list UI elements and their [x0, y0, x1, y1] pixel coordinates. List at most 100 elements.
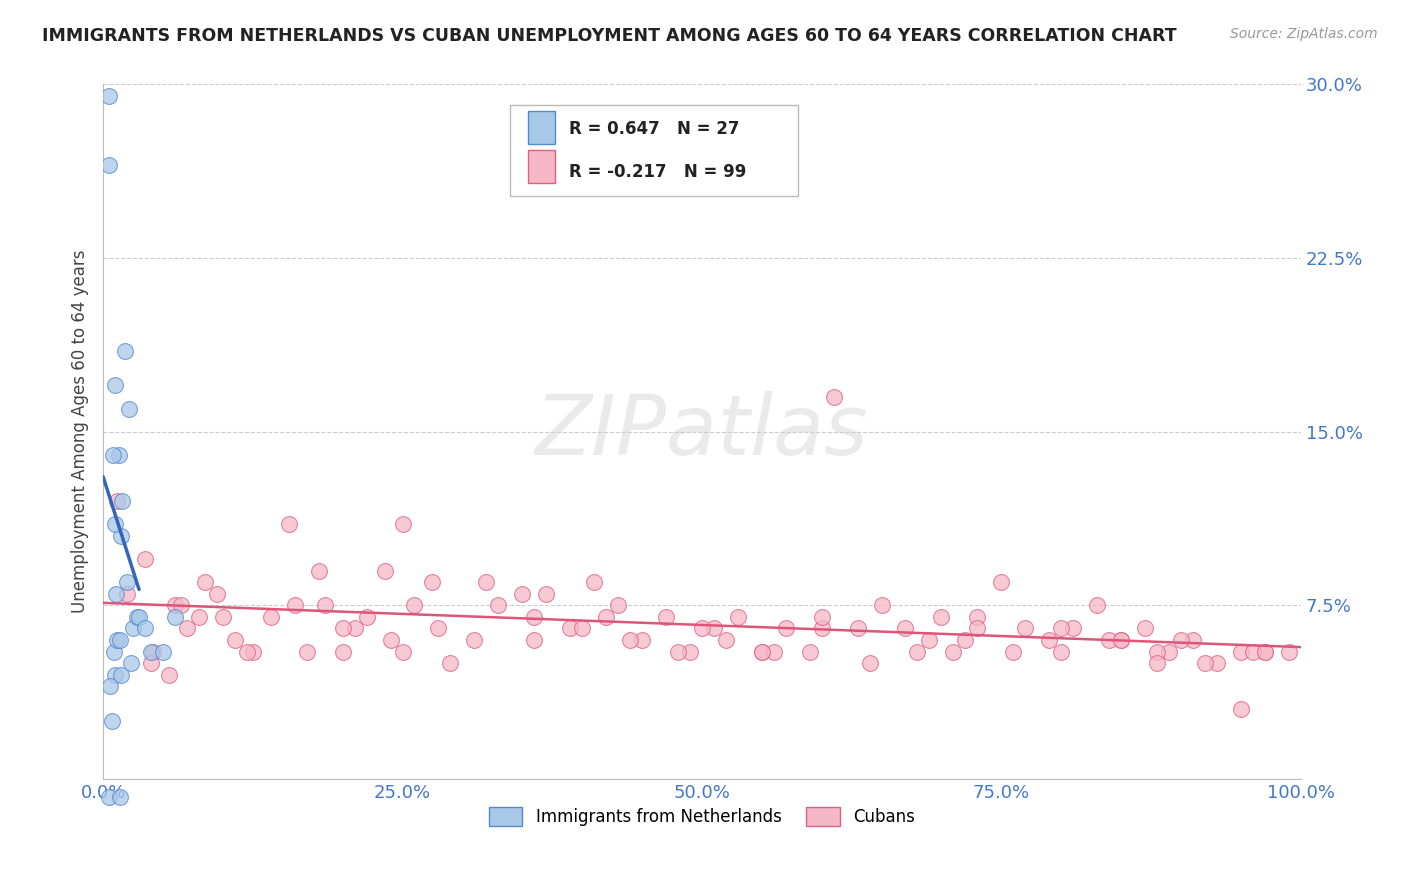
- Point: [176, 622, 198, 636]
- Point: [1133, 622, 1156, 636]
- Point: [120, 656, 142, 670]
- Point: [224, 633, 246, 648]
- Point: [534, 587, 557, 601]
- Point: [607, 599, 630, 613]
- Point: [942, 644, 965, 658]
- Point: [823, 390, 845, 404]
- Point: [1229, 644, 1251, 658]
- Point: [98, 89, 121, 103]
- Point: [212, 610, 235, 624]
- Point: [1241, 644, 1264, 658]
- Point: [439, 656, 461, 670]
- Point: [107, 448, 129, 462]
- Point: [1085, 599, 1108, 613]
- Point: [1002, 644, 1025, 658]
- Point: [98, 679, 121, 693]
- Y-axis label: Unemployment Among Ages 60 to 64 years: Unemployment Among Ages 60 to 64 years: [72, 250, 89, 614]
- Point: [666, 644, 689, 658]
- Point: [714, 633, 737, 648]
- Point: [332, 622, 354, 636]
- Point: [103, 644, 125, 658]
- Point: [810, 622, 832, 636]
- Point: [799, 644, 821, 658]
- Point: [427, 622, 450, 636]
- Point: [391, 644, 413, 658]
- Point: [152, 644, 174, 658]
- Point: [931, 610, 953, 624]
- Point: [170, 599, 193, 613]
- Point: [894, 622, 917, 636]
- Point: [751, 644, 773, 658]
- Point: [98, 158, 121, 172]
- Point: [163, 599, 186, 613]
- Point: [1050, 622, 1073, 636]
- Point: [139, 644, 162, 658]
- Point: [679, 644, 702, 658]
- Point: [1062, 622, 1084, 636]
- Point: [104, 667, 127, 681]
- Point: [1205, 656, 1227, 670]
- Point: [1278, 644, 1301, 658]
- Point: [114, 343, 136, 358]
- Point: [139, 656, 162, 670]
- Point: [356, 610, 378, 624]
- Point: [115, 587, 138, 601]
- Point: [110, 667, 132, 681]
- Point: [242, 644, 264, 658]
- Point: [955, 633, 977, 648]
- Point: [157, 667, 180, 681]
- Point: [260, 610, 283, 624]
- Point: [105, 587, 128, 601]
- Point: [404, 599, 426, 613]
- Point: [1194, 656, 1216, 670]
- Point: [1146, 656, 1168, 670]
- Point: [560, 622, 582, 636]
- Text: R = -0.217   N = 99: R = -0.217 N = 99: [569, 163, 747, 181]
- Point: [108, 633, 131, 648]
- Point: [631, 633, 654, 648]
- Text: Source: ZipAtlas.com: Source: ZipAtlas.com: [1230, 27, 1378, 41]
- Point: [314, 599, 336, 613]
- Point: [810, 610, 832, 624]
- Point: [236, 644, 259, 658]
- Point: [111, 494, 134, 508]
- Point: [115, 575, 138, 590]
- Point: [205, 587, 228, 601]
- Legend: Immigrants from Netherlands, Cubans: Immigrants from Netherlands, Cubans: [482, 800, 921, 833]
- Point: [751, 644, 773, 658]
- Point: [655, 610, 678, 624]
- Point: [98, 790, 121, 805]
- Point: [101, 448, 124, 462]
- Point: [134, 552, 156, 566]
- Point: [163, 610, 186, 624]
- Point: [727, 610, 749, 624]
- Text: R = 0.647   N = 27: R = 0.647 N = 27: [569, 120, 740, 137]
- Point: [583, 575, 606, 590]
- Point: [1098, 633, 1121, 648]
- Bar: [529, 111, 554, 145]
- Point: [343, 622, 366, 636]
- Point: [1146, 644, 1168, 658]
- Point: [125, 610, 148, 624]
- Point: [775, 622, 797, 636]
- Point: [284, 599, 307, 613]
- Point: [110, 529, 132, 543]
- Point: [486, 599, 509, 613]
- Point: [308, 564, 330, 578]
- Point: [1181, 633, 1204, 648]
- Point: [380, 633, 402, 648]
- Point: [277, 517, 299, 532]
- Point: [1038, 633, 1060, 648]
- Point: [1229, 702, 1251, 716]
- Point: [1050, 644, 1073, 658]
- Point: [1109, 633, 1132, 648]
- Point: [690, 622, 713, 636]
- Point: [1254, 644, 1277, 658]
- Point: [523, 610, 546, 624]
- Point: [762, 644, 785, 658]
- Point: [1109, 633, 1132, 648]
- Bar: [529, 150, 554, 183]
- Point: [966, 610, 988, 624]
- Point: [100, 714, 122, 728]
- Point: [595, 610, 617, 624]
